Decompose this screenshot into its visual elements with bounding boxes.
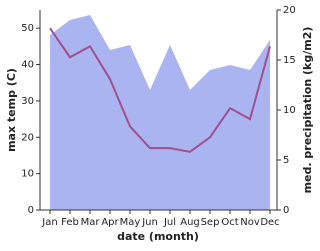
x-tick-label: Oct bbox=[221, 217, 238, 228]
chart: date (month) max temp (C) med. precipita… bbox=[5, 5, 314, 243]
y-tick-label: 30 bbox=[21, 96, 34, 107]
y2-tick-label: 10 bbox=[283, 105, 296, 116]
x-tick-label: Jul bbox=[163, 217, 176, 228]
x-tick-label: Jun bbox=[141, 217, 158, 228]
x-tick-label: Jan bbox=[41, 217, 57, 228]
y-tick-label: 10 bbox=[21, 169, 34, 180]
y-tick-label: 40 bbox=[21, 60, 34, 71]
y2-tick-label: 15 bbox=[283, 55, 296, 66]
x-tick-label: Sep bbox=[201, 217, 220, 228]
x-tick-label: May bbox=[120, 217, 141, 228]
y-axis-label: max temp (C) bbox=[5, 68, 18, 152]
y-tick-label: 20 bbox=[21, 132, 34, 143]
precipitation-area bbox=[50, 15, 270, 210]
y-tick-label: 0 bbox=[28, 205, 34, 216]
x-tick-label: Nov bbox=[240, 217, 260, 228]
y2-tick-label: 20 bbox=[283, 5, 296, 16]
y2-tick-label: 0 bbox=[283, 205, 289, 216]
x-tick-label: Mar bbox=[81, 217, 101, 228]
x-axis-label: date (month) bbox=[117, 230, 199, 243]
x-tick-label: Aug bbox=[180, 217, 200, 228]
x-tick-label: Apr bbox=[101, 217, 119, 228]
x-tick-label: Feb bbox=[61, 217, 79, 228]
x-tick-label: Dec bbox=[260, 217, 279, 228]
y-tick-label: 50 bbox=[21, 23, 34, 34]
y2-tick-label: 5 bbox=[283, 155, 289, 166]
y2-axis-label: med. precipitation (kg/m2) bbox=[301, 27, 314, 194]
temp-line bbox=[49, 27, 271, 153]
